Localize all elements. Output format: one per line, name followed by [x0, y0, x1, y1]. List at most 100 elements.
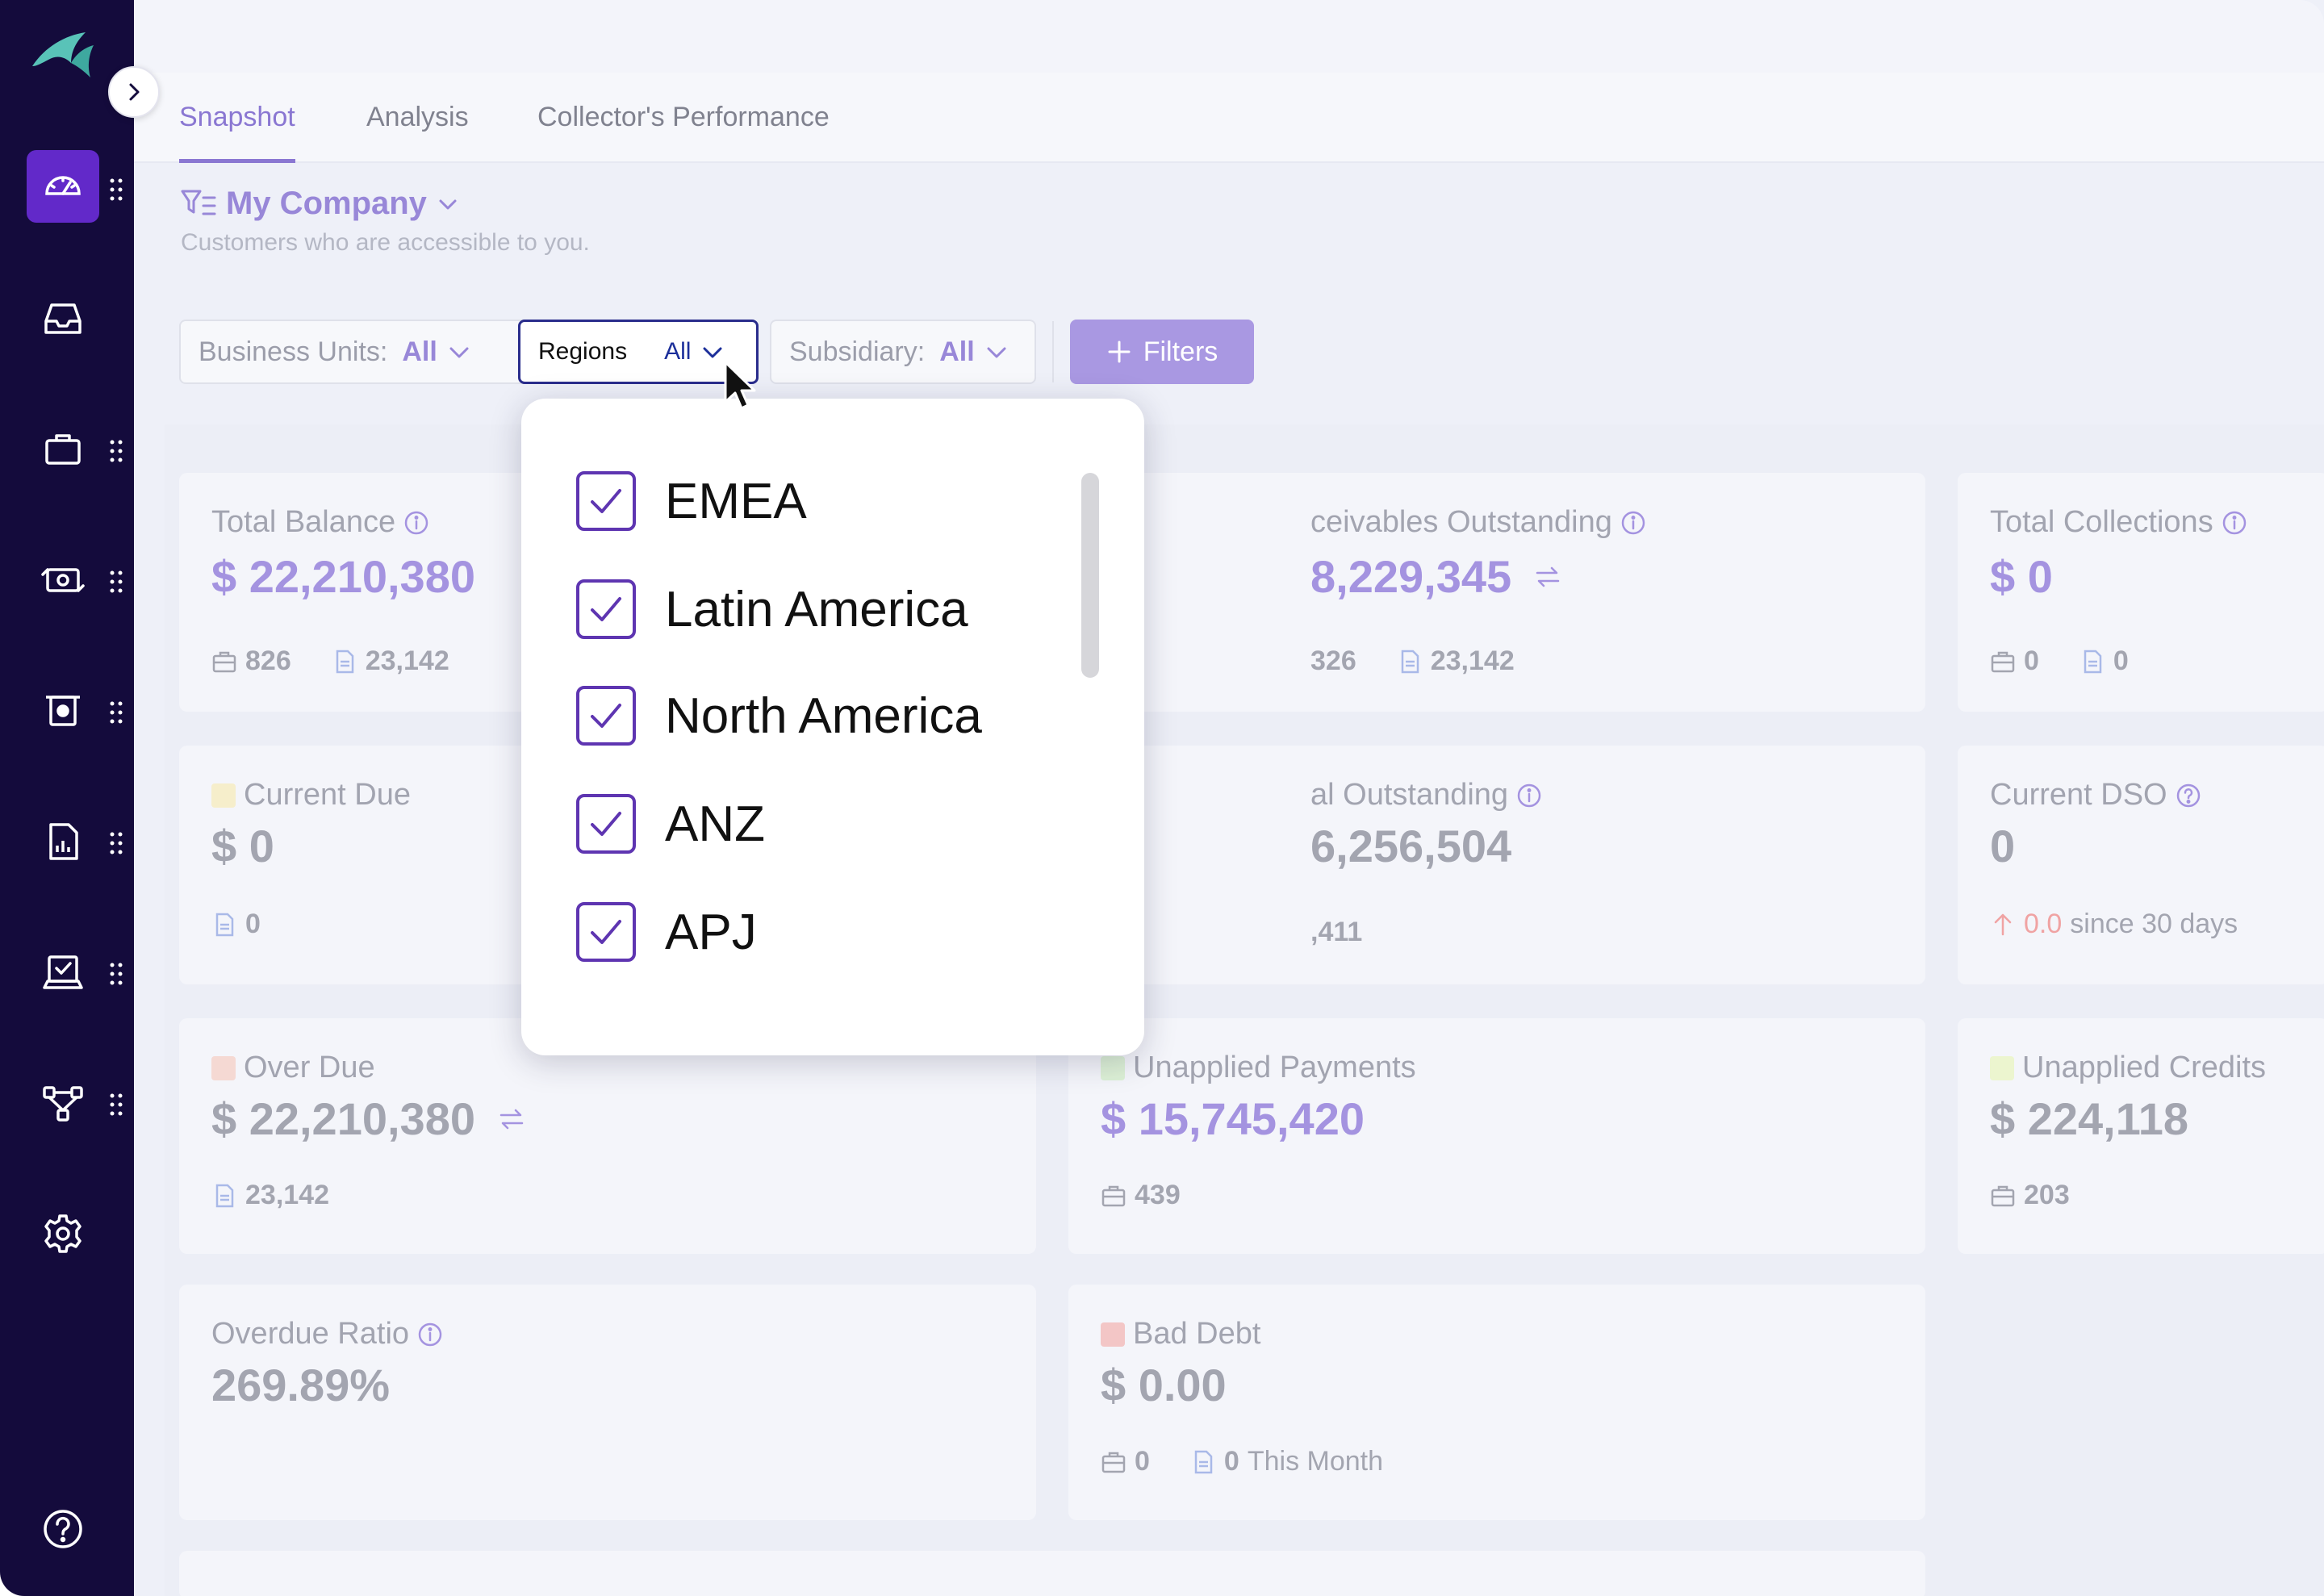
card-value: 0	[1990, 821, 2016, 871]
sidebar-expand-button[interactable]	[108, 66, 160, 118]
color-swatch	[1101, 1322, 1125, 1347]
option-label: Latin America	[665, 581, 968, 637]
checkbox[interactable]	[576, 902, 636, 962]
sidebar-item-approvals[interactable]	[27, 936, 99, 1009]
checkbox[interactable]	[576, 471, 636, 531]
regions-dropdown: EMEA Latin America North America ANZ APJ	[521, 399, 1144, 1055]
checkbox[interactable]	[576, 794, 636, 854]
chevron-down-icon	[449, 347, 469, 358]
help-icon[interactable]	[2176, 783, 2201, 808]
sidebar-item-help[interactable]	[27, 1493, 99, 1565]
swap-icon[interactable]	[1534, 563, 1561, 591]
total-collections-card[interactable]: Total Collections $ 0 0 0	[1958, 473, 2324, 712]
briefcase-icon	[45, 434, 81, 465]
info-icon[interactable]	[403, 510, 429, 536]
tab-snapshot[interactable]: Snapshot	[179, 102, 295, 163]
company-title: My Company	[226, 186, 427, 221]
card-title: Unapplied Payments	[1133, 1051, 1416, 1084]
document-icon	[215, 1184, 234, 1207]
chevron-down-icon	[987, 347, 1006, 358]
add-filters-label: Filters	[1143, 336, 1218, 367]
drag-handle-icon[interactable]	[109, 700, 123, 725]
company-selector[interactable]: My Company	[181, 186, 459, 222]
card-title: ceivables Outstanding	[1310, 505, 1612, 539]
dso-period: since 30 days	[2070, 909, 2238, 939]
color-swatch	[1101, 1055, 1125, 1080]
drag-handle-icon[interactable]	[109, 831, 123, 855]
customer-count: 439	[1135, 1180, 1181, 1210]
sidebar-item-payments[interactable]	[27, 544, 99, 616]
bad-debt-card[interactable]: Bad Debt $ 0.00 0 0 This Month	[1068, 1285, 1925, 1520]
region-option-latin-america[interactable]: Latin America	[576, 579, 968, 639]
add-filters-button[interactable]: Filters	[1070, 320, 1254, 384]
card-title: Unapplied Credits	[2022, 1051, 2267, 1084]
overdue-ratio-card[interactable]: Overdue Ratio 269.89%	[179, 1285, 1036, 1520]
invoice-count: 0	[245, 909, 261, 939]
chevron-down-icon	[703, 347, 722, 358]
color-swatch	[1990, 1055, 2014, 1080]
subsidiary-value: All	[939, 336, 975, 367]
customer-count: 326	[1310, 646, 1356, 676]
dso-change: 0.0	[2024, 909, 2063, 939]
sidebar-item-workflows[interactable]	[27, 1067, 99, 1139]
settings-icon	[44, 1214, 82, 1253]
region-option-anz[interactable]: ANZ	[576, 794, 765, 854]
sidebar-item-reports[interactable]	[27, 805, 99, 878]
briefcase-icon	[1101, 1185, 1126, 1206]
app-logo-icon[interactable]	[29, 31, 97, 81]
tab-analysis[interactable]: Analysis	[366, 102, 469, 132]
current-dso-card[interactable]: Current DSO 0 0.0 since 30 days	[1958, 746, 2324, 984]
briefcase-icon	[1101, 1452, 1126, 1473]
plus-icon	[1108, 341, 1131, 363]
business-units-value: All	[402, 336, 437, 367]
sidebar-item-dashboard[interactable]	[27, 150, 99, 223]
customer-count: 826	[245, 646, 291, 676]
info-icon[interactable]	[1620, 510, 1646, 536]
sidebar-item-settings[interactable]	[27, 1197, 99, 1270]
region-option-apj[interactable]: APJ	[576, 902, 757, 962]
sidebar-item-inbox[interactable]	[27, 282, 99, 355]
receivables-outstanding-card[interactable]: ceivables Outstanding 8,229,345 326 23,1…	[1068, 473, 1925, 712]
document-icon	[1401, 650, 1419, 673]
main-content: Snapshot Analysis Collector's Performanc…	[134, 0, 2324, 1596]
regions-filter[interactable]: Regions All	[518, 320, 759, 384]
region-option-north-america[interactable]: North America	[576, 686, 982, 746]
drag-handle-icon[interactable]	[109, 178, 123, 202]
tab-collectors-performance[interactable]: Collector's Performance	[537, 102, 830, 132]
unapplied-credits-card[interactable]: Unapplied Credits $ 224,118 203	[1958, 1018, 2324, 1254]
option-label: EMEA	[665, 473, 807, 529]
drag-handle-icon[interactable]	[109, 1093, 123, 1117]
dropdown-scrollbar[interactable]	[1081, 473, 1099, 678]
total-outstanding-card[interactable]: al Outstanding 6,256,504 ,411	[1068, 746, 1925, 984]
briefcase-icon	[1991, 1185, 2015, 1206]
card-title: al Outstanding	[1310, 778, 1509, 812]
drag-handle-icon[interactable]	[109, 962, 123, 986]
checkbox[interactable]	[576, 686, 636, 746]
report-icon	[49, 823, 78, 860]
info-icon[interactable]	[417, 1322, 443, 1347]
region-option-emea[interactable]: EMEA	[576, 471, 807, 531]
unapplied-payments-card[interactable]: Unapplied Payments $ 15,745,420 439	[1068, 1018, 1925, 1254]
filter-list-icon	[181, 190, 216, 215]
option-label: ANZ	[665, 796, 765, 852]
card-title: Overdue Ratio	[211, 1317, 410, 1351]
info-icon[interactable]	[2222, 510, 2247, 536]
briefcase-icon	[212, 651, 236, 672]
sidebar-item-customers[interactable]	[27, 413, 99, 486]
checkbox[interactable]	[576, 579, 636, 639]
color-swatch	[211, 783, 236, 808]
card-value: $ 224,118	[1990, 1093, 2189, 1144]
inbox-icon	[44, 303, 82, 334]
card-title: Current Due	[244, 778, 411, 812]
over-due-card[interactable]: Over Due $ 22,210,380 23,142	[179, 1018, 1036, 1254]
swap-icon[interactable]	[498, 1105, 525, 1133]
check-icon	[591, 704, 621, 728]
workflow-icon	[43, 1086, 83, 1122]
sidebar-item-deposits[interactable]	[27, 675, 99, 747]
drag-handle-icon[interactable]	[109, 570, 123, 594]
card-value: $ 22,210,380	[211, 1093, 475, 1144]
option-label: APJ	[665, 904, 757, 960]
subsidiary-filter[interactable]: Subsidiary: All	[770, 320, 1036, 384]
drag-handle-icon[interactable]	[109, 439, 123, 463]
info-icon[interactable]	[1516, 783, 1542, 808]
